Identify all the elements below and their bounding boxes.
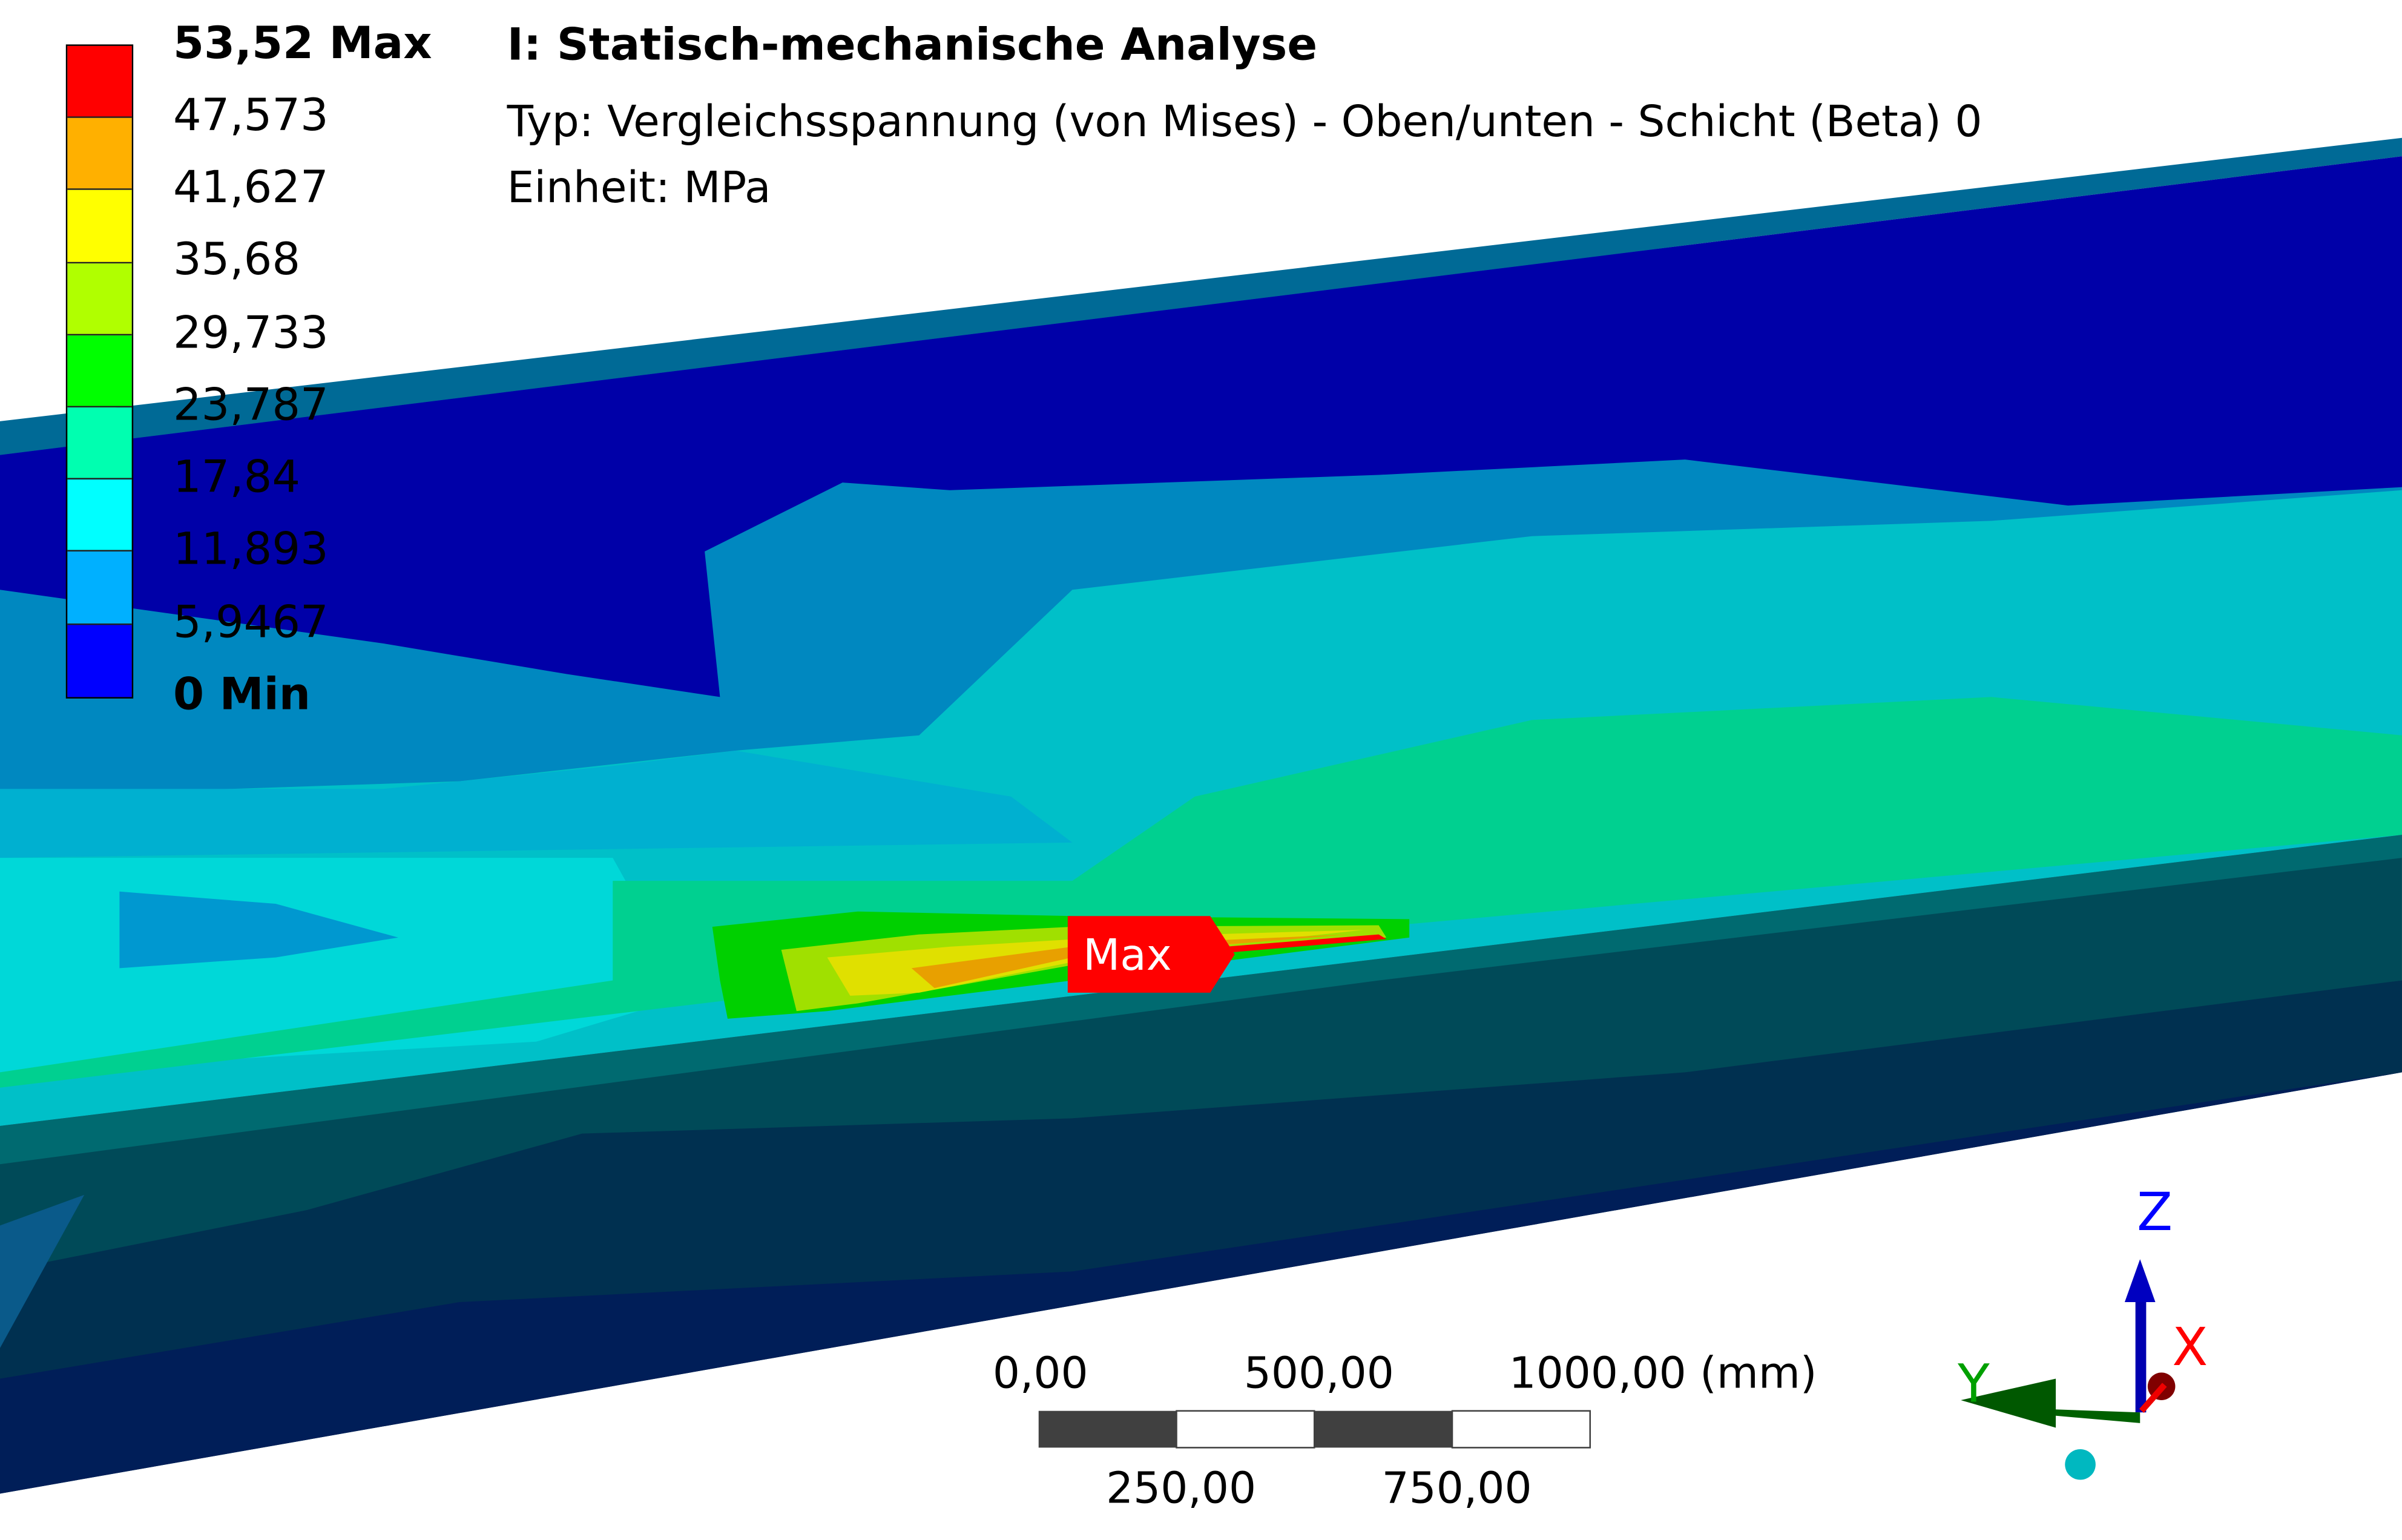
legend-band: [67, 551, 132, 625]
scale-label: 250,00: [1106, 1463, 1257, 1514]
scale-label: 1000,00 (mm): [1509, 1348, 1817, 1399]
legend-band: [67, 479, 132, 552]
legend-band: [67, 190, 132, 263]
result-type: Typ: Vergleichsspannung (von Mises) - Ob…: [507, 96, 1982, 147]
axis-triad[interactable]: [1961, 1259, 2176, 1480]
legend-band: [67, 407, 132, 480]
legend-level: 35,68: [173, 232, 301, 285]
hotspot-red: [1225, 934, 1387, 953]
legend-min-label: 0 Min: [173, 668, 311, 720]
x-axis-label: X: [2172, 1317, 2208, 1379]
legend-band: [67, 263, 132, 335]
z-axis-shaft: [2135, 1298, 2147, 1413]
legend-level: 17,84: [173, 450, 301, 503]
y-axis-arrowhead: [1961, 1378, 2056, 1428]
legend-max-label: 53,52 Max: [173, 16, 432, 69]
scale-bar-segment: [1451, 1410, 1591, 1449]
legend-band: [67, 45, 132, 119]
analysis-title: I: Statisch-mechanische Analyse: [507, 18, 1318, 71]
legend-level: 23,787: [173, 378, 329, 431]
z-axis-arrowhead: [2124, 1259, 2156, 1303]
scale-bar-segment: [1176, 1410, 1315, 1449]
max-probe-flag[interactable]: [1067, 916, 1235, 993]
legend-band: [67, 118, 132, 191]
plate-green-region: [0, 697, 2402, 1088]
x-axis-shaft: [2139, 1383, 2167, 1413]
y-axis-shaft: [2053, 1409, 2140, 1423]
legend-band: [67, 624, 132, 697]
scale-bar: [1038, 1410, 1591, 1449]
legend-level: 29,733: [173, 306, 329, 359]
scale-bar-segment: [1038, 1410, 1177, 1448]
legend-band: [67, 335, 132, 407]
scale-label: 0,00: [992, 1348, 1088, 1399]
plate-top-strip: [0, 137, 2402, 455]
scale-label: 750,00: [1381, 1463, 1532, 1514]
plate-blue-patch: [119, 891, 398, 969]
plate-upper-cyan: [0, 750, 1073, 858]
y-axis-label: Y: [1958, 1354, 1990, 1416]
legend-level: 41,627: [173, 160, 329, 213]
legend-level: 11,893: [173, 522, 329, 574]
max-probe-label[interactable]: Max: [1083, 930, 1172, 981]
plate-low-stress-region: [0, 156, 2402, 697]
z-axis-label: Z: [2137, 1182, 2173, 1244]
scale-bar-segment: [1314, 1410, 1453, 1448]
max-probe[interactable]: [1067, 916, 1235, 993]
legend-level: 47,573: [173, 88, 329, 141]
plate-edge-navy: [0, 1072, 2402, 1494]
legend-level: 5,9467: [173, 596, 329, 648]
origin-sphere: [2065, 1449, 2096, 1480]
scale-label: 500,00: [1243, 1348, 1394, 1399]
plate-edge-blue-patch: [0, 1194, 85, 1348]
color-legend: [65, 44, 134, 699]
result-unit: Einheit: MPa: [507, 162, 771, 213]
plate-edge-light: [0, 835, 2402, 1165]
